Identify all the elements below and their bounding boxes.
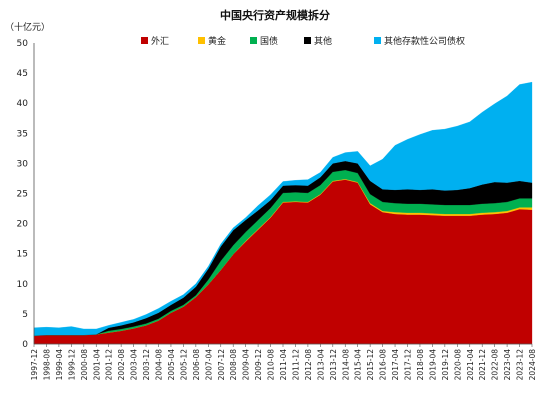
x-tick-label: 2016-08 [379,349,388,381]
x-tick-label: 2021-12 [478,349,487,381]
area-series-4 [33,81,533,336]
x-tick-label: 2006-08 [192,349,201,381]
x-tick-label: 2019-04 [428,349,437,381]
x-tick-label: 2023-04 [503,349,512,381]
x-tick-label: 2009-04 [242,349,251,381]
x-tick-label: 2019-12 [441,349,450,381]
x-tick-label: 2021-04 [466,349,475,381]
legend-swatch-1 [198,37,205,44]
x-tick-label: 2020-08 [453,349,462,381]
legend-swatch-2 [250,37,257,44]
legend-swatch-3 [304,37,311,44]
x-tick-label: 2003-12 [142,349,151,381]
legend-label-3: 其他 [314,35,332,47]
x-tick-label: 1998-08 [42,349,51,381]
x-tick-label: 2011-04 [279,349,288,381]
legend-label-1: 黄金 [208,35,226,47]
x-tick-label: 1997-12 [30,349,39,381]
legend: 外汇 黄金 国债 其他 其他存款性公司债权 [141,35,465,47]
x-tick-label: 2004-08 [155,349,164,381]
legend-label-2: 国债 [260,35,278,47]
legend-label-0: 外汇 [151,35,169,47]
y-tick-label: 15 [17,250,28,260]
x-tick-label: 2005-04 [167,349,176,381]
y-axis-ticks: 0 5 10 15 20 25 30 35 40 45 50 [17,39,29,350]
x-tick-label: 2001-04 [92,349,101,381]
x-tick-label: 2024-08 [528,349,537,381]
x-tick-label: 2023-12 [516,349,525,381]
x-tick-label: 2011-12 [291,349,300,381]
y-tick-label: 40 [17,99,29,109]
x-tick-label: 2014-08 [341,349,350,381]
x-tick-label: 2007-12 [217,349,226,381]
x-tick-label: 2000-08 [80,349,89,381]
y-tick-label: 45 [17,69,28,79]
x-tick-label: 1999-04 [55,349,64,381]
x-tick-label: 2002-08 [117,349,126,381]
x-tick-label: 2012-08 [304,349,313,381]
x-tick-label: 2009-12 [254,349,263,381]
x-tick-label: 2017-04 [391,349,400,381]
x-tick-label: 2007-04 [204,349,213,381]
x-tick-label: 2018-08 [416,349,425,381]
x-tick-label: 2008-08 [229,349,238,381]
x-tick-label: 2022-08 [491,349,500,381]
x-tick-label: 2015-12 [366,349,375,381]
chart-title: 中国央行资产规模拆分 [220,8,330,22]
x-tick-label: 2003-04 [130,349,139,381]
y-tick-label: 25 [17,190,28,200]
y-unit-label: （十亿元） [5,21,50,33]
y-tick-label: 20 [17,220,29,230]
y-tick-label: 35 [17,129,28,139]
x-tick-label: 2017-12 [404,349,413,381]
x-tick-label: 1999-12 [67,349,76,381]
legend-label-4: 其他存款性公司债权 [384,35,465,47]
y-tick-label: 10 [17,280,29,290]
y-tick-label: 50 [17,39,29,49]
x-tick-label: 2001-12 [105,349,114,381]
x-tick-label: 2010-08 [267,349,276,381]
legend-swatch-4 [374,37,381,44]
x-tick-label: 2005-12 [179,349,188,381]
x-tick-label: 2015-04 [354,349,363,381]
legend-swatch-0 [141,37,148,44]
x-tick-label: 2013-12 [329,349,338,381]
y-tick-label: 0 [22,340,28,350]
y-tick-label: 30 [17,159,29,169]
x-axis-ticks: 1997-12 1998-08 1999-04 1999-12 2000-08 2001-… [30,344,537,380]
area-series-group [33,81,533,345]
y-tick-label: 5 [22,310,28,320]
x-tick-label: 2013-04 [316,349,325,381]
